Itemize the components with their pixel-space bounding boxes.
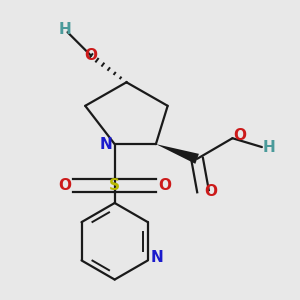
Text: O: O bbox=[204, 184, 217, 199]
Text: H: H bbox=[58, 22, 71, 37]
Text: O: O bbox=[158, 178, 171, 193]
Text: O: O bbox=[233, 128, 246, 143]
Text: H: H bbox=[263, 140, 276, 154]
Text: O: O bbox=[58, 178, 71, 193]
Polygon shape bbox=[156, 144, 199, 164]
Text: N: N bbox=[100, 136, 112, 152]
Text: O: O bbox=[85, 48, 98, 63]
Text: S: S bbox=[109, 178, 120, 193]
Text: N: N bbox=[150, 250, 163, 265]
